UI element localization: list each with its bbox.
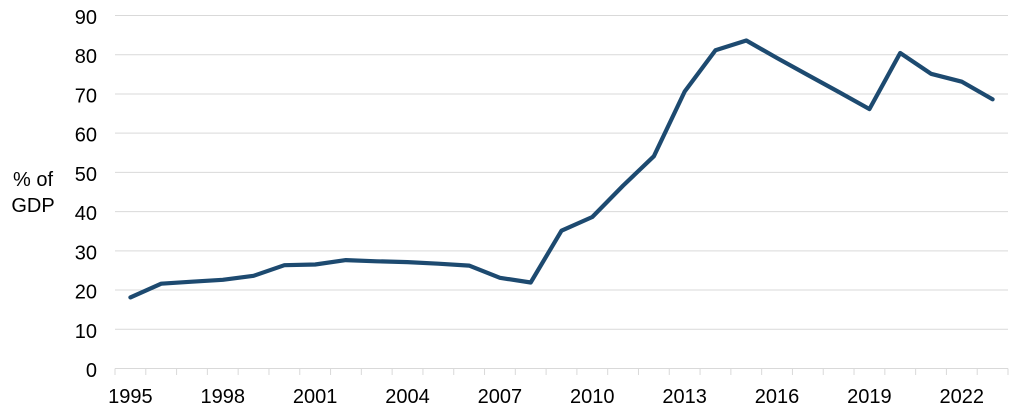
y-tick-label: 30	[75, 242, 97, 264]
x-tick-label: 2019	[847, 386, 892, 408]
series-line	[128, 38, 995, 300]
x-tick-label: 2004	[385, 386, 430, 408]
x-tick-label: 2016	[755, 386, 800, 408]
y-tick-label: 60	[75, 125, 97, 147]
y-tick-label: 20	[75, 282, 97, 304]
y-tick-label: 90	[75, 7, 97, 29]
x-tick-label: 2022	[940, 386, 985, 408]
x-tick-label: 2010	[570, 386, 615, 408]
x-tick-label: 1998	[201, 386, 246, 408]
y-tick-label: 50	[75, 164, 97, 186]
y-tick-label: 80	[75, 46, 97, 68]
y-axis-title-line1: % of	[12, 169, 54, 191]
x-tick-label: 2001	[293, 386, 338, 408]
y-tick-label: 70	[75, 85, 97, 107]
y-tick-label: 40	[75, 203, 97, 225]
x-tick-label: 2007	[478, 386, 523, 408]
y-axis-title: % of GDP	[0, 167, 66, 219]
y-tick-label: 10	[75, 321, 97, 343]
y-axis-title-line2: GDP	[11, 195, 55, 217]
x-tick-label: 1995	[108, 386, 153, 408]
y-tick-label: 0	[86, 360, 97, 382]
x-tick-label: 2013	[662, 386, 707, 408]
